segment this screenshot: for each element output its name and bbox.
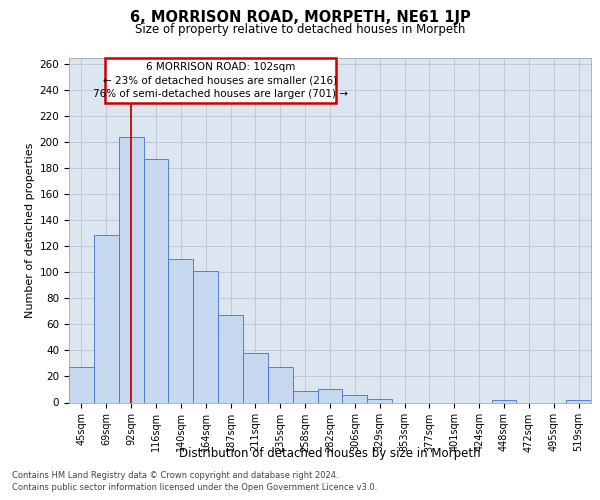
- Bar: [243, 353, 268, 403]
- Bar: [94, 234, 119, 402]
- Y-axis label: Number of detached properties: Number of detached properties: [25, 142, 35, 318]
- Bar: [268, 368, 293, 402]
- Bar: [367, 398, 392, 402]
- Bar: [193, 271, 218, 402]
- Bar: [491, 400, 517, 402]
- Text: Contains public sector information licensed under the Open Government Licence v3: Contains public sector information licen…: [12, 482, 377, 492]
- Text: Distribution of detached houses by size in Morpeth: Distribution of detached houses by size …: [179, 448, 481, 460]
- Bar: [218, 316, 243, 402]
- Text: 76% of semi-detached houses are larger (701) →: 76% of semi-detached houses are larger (…: [93, 89, 348, 99]
- Bar: [317, 390, 343, 402]
- Bar: [169, 260, 193, 402]
- Bar: [69, 368, 94, 402]
- Bar: [293, 391, 317, 402]
- Text: Size of property relative to detached houses in Morpeth: Size of property relative to detached ho…: [135, 22, 465, 36]
- Text: 6 MORRISON ROAD: 102sqm: 6 MORRISON ROAD: 102sqm: [146, 62, 295, 72]
- Text: ← 23% of detached houses are smaller (216): ← 23% of detached houses are smaller (21…: [103, 76, 338, 86]
- Text: Contains HM Land Registry data © Crown copyright and database right 2024.: Contains HM Land Registry data © Crown c…: [12, 471, 338, 480]
- Text: 6, MORRISON ROAD, MORPETH, NE61 1JP: 6, MORRISON ROAD, MORPETH, NE61 1JP: [130, 10, 470, 25]
- Bar: [343, 394, 367, 402]
- Bar: [143, 159, 169, 402]
- Bar: [566, 400, 591, 402]
- Bar: [119, 137, 143, 402]
